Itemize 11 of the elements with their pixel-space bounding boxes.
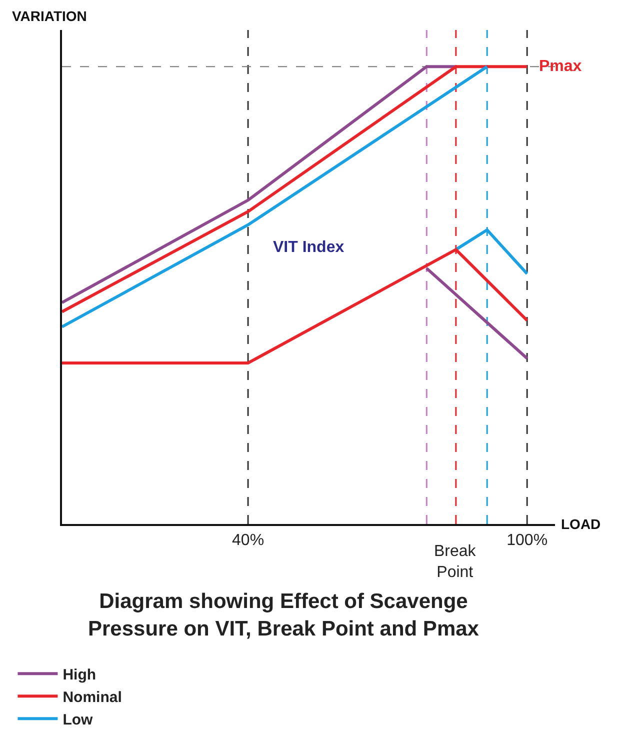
annotation: VIT Index bbox=[273, 239, 344, 256]
x-axis-title: LOAD bbox=[561, 516, 601, 532]
x-tick-label: 100% bbox=[506, 532, 548, 550]
ref-line-label: Break Point bbox=[434, 543, 477, 581]
legend-label: High bbox=[62, 666, 96, 684]
annotation: Pmax bbox=[539, 58, 582, 75]
legend-label: Nominal bbox=[62, 688, 122, 706]
legend-label: Low bbox=[62, 711, 94, 728]
text: Diagram showing Effect of Scavenge Pressure on VIT, Break Point and Pmax bbox=[88, 590, 480, 640]
y-axis-title: VARIATION bbox=[12, 8, 87, 24]
x-tick-label: 40% bbox=[232, 532, 264, 550]
